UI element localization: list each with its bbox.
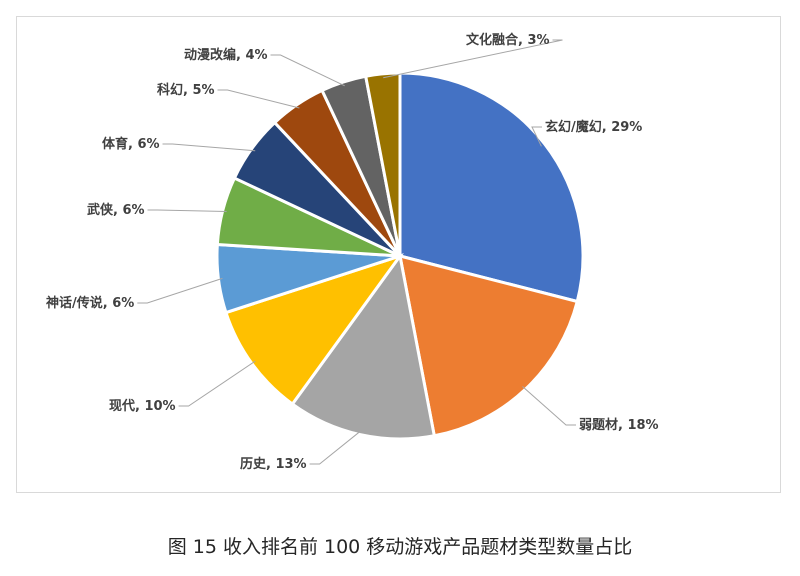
- pie-slice-3: [290, 252, 437, 441]
- leader-line-6: [147, 209, 227, 212]
- slice-label-4: 现代, 10%: [109, 398, 176, 414]
- slice-label-10: 文化融合, 3%: [466, 32, 550, 48]
- pie-slice-10: [363, 71, 402, 257]
- leader-line-7: [162, 143, 256, 152]
- slice-label-5: 神话/传说, 6%: [46, 295, 134, 311]
- pie-chart: 玄幻/魔幻, 29% 弱题材, 18% 历史, 13% 现代, 10% 神话/传说, 6…: [46, 32, 659, 472]
- leader-line-1: [531, 126, 542, 147]
- leader-line-2: [522, 386, 576, 426]
- slice-label-9: 动漫改编, 4%: [184, 47, 268, 63]
- leader-line-3: [309, 430, 362, 465]
- slice-label-7: 体育, 6%: [102, 136, 160, 152]
- slice-label-6: 武侠, 6%: [87, 202, 145, 218]
- pie-slice-1: [398, 71, 585, 304]
- leader-line-5: [137, 277, 223, 304]
- leader-line-8: [217, 89, 300, 109]
- slice-label-1: 玄幻/魔幻, 29%: [545, 119, 642, 135]
- leader-line-4: [178, 360, 256, 407]
- figure-caption: 图 15 收入排名前 100 移动游戏产品题材类型数量占比: [167, 536, 633, 558]
- chart-frame: 玄幻/魔幻, 29% 弱题材, 18% 历史, 13% 现代, 10% 神话/传说, 6…: [16, 16, 781, 493]
- leader-line-10: [383, 39, 563, 79]
- slice-label-3: 历史, 13%: [240, 456, 307, 472]
- slice-label-8: 科幻, 5%: [157, 82, 215, 98]
- slice-label-2: 弱题材, 18%: [579, 417, 659, 433]
- leader-line-9: [270, 54, 345, 87]
